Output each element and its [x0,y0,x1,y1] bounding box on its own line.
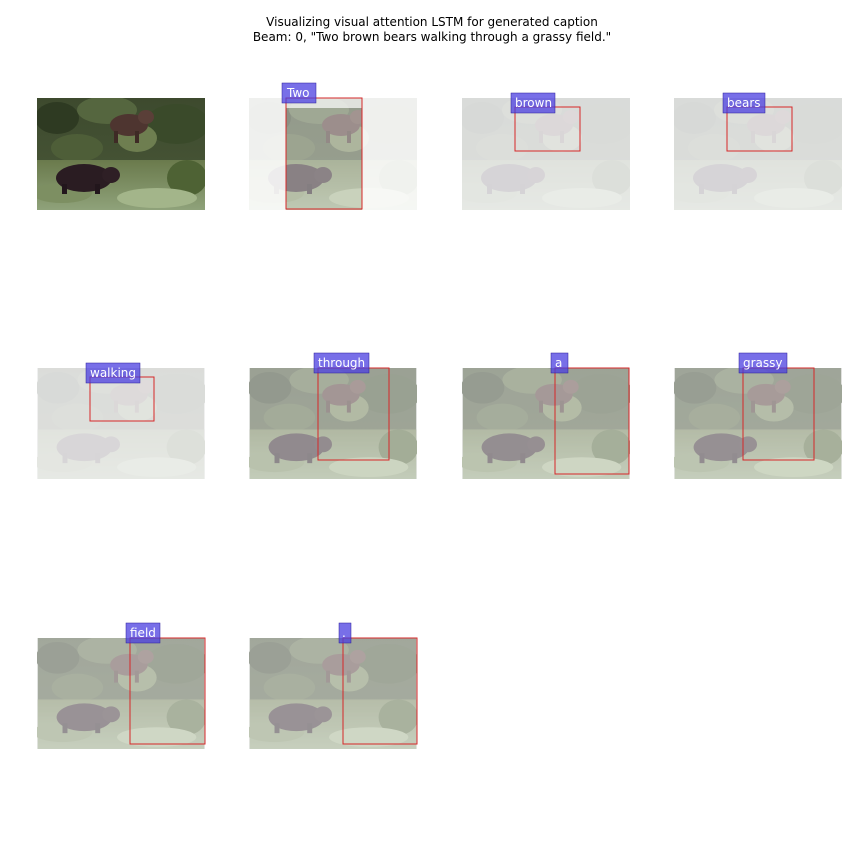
word-label-bg [281,82,317,104]
attention-box [129,637,206,745]
word-label: grassy [743,356,783,370]
word-label-bg [85,362,141,384]
word-label: a [555,356,562,370]
word-label-bg [510,92,556,114]
attention-box [554,367,630,475]
word-label: brown [515,96,552,110]
panel-field: field [37,622,206,749]
attention-box [285,97,363,210]
word-label-bg [550,352,569,374]
panel-period: . [249,622,418,749]
figure-title: Visualizing visual attention LSTM for ge… [266,15,598,29]
panel-two: Two [249,82,417,210]
word-label: . [342,626,346,640]
panel-walking: walking [37,362,205,479]
word-label: bears [727,96,761,110]
word-label: Two [286,86,310,100]
panel-bears: bears [674,92,842,210]
figure-subtitle: Beam: 0, "Two brown bears walking throug… [252,30,612,44]
word-label: field [130,626,156,640]
panel-brown: brown [462,92,630,210]
word-label-bg [738,352,788,374]
panel-grassy: grassy [674,352,842,479]
panel-original [37,98,205,210]
word-label-bg [722,92,766,114]
word-label: through [318,356,365,370]
word-label-bg [125,622,161,644]
panel-a: a [462,352,630,479]
word-label-bg [338,622,352,644]
word-label-bg [313,352,370,374]
word-label: walking [90,366,136,380]
panel-through: through [249,352,417,479]
attention-box [342,637,418,745]
